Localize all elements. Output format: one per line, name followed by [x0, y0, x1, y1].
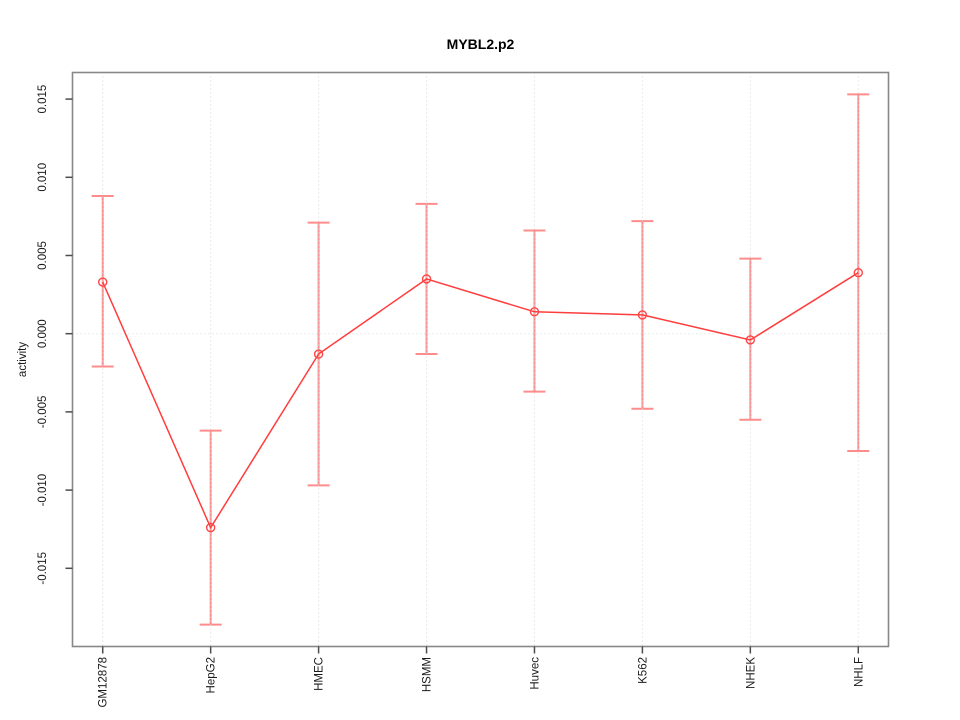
data-point-marker	[313, 349, 324, 359]
x-tick-label: HSMM	[422, 657, 434, 692]
data-point-marker	[421, 274, 432, 284]
x-tick-label: HepG2	[206, 657, 218, 693]
y-tick-label: 0.000	[37, 319, 49, 348]
data-point-marker	[529, 307, 540, 317]
x-tick-label: K562	[637, 657, 649, 684]
y-tick-label: 0.015	[37, 85, 49, 114]
data-point-marker	[853, 267, 863, 278]
plot-border	[71, 71, 890, 648]
x-tick-label: NHEK	[745, 657, 757, 689]
y-tick-label: -0.010	[37, 474, 49, 507]
data-point-marker	[637, 310, 648, 320]
y-tick-label: 0.010	[37, 163, 49, 192]
x-tick-label: HMEC	[314, 657, 326, 691]
y-tick-label: -0.015	[37, 552, 49, 585]
x-tick-label: GM12878	[98, 657, 110, 708]
x-tick-label: NHLF	[853, 657, 865, 687]
data-point-marker	[745, 335, 756, 345]
y-tick-label: -0.005	[37, 396, 49, 429]
y-axis-title: activity	[17, 342, 29, 377]
chart-title: MYBL2.p2	[447, 36, 515, 52]
y-tick-label: 0.005	[37, 241, 49, 270]
data-point-marker	[98, 277, 108, 287]
data-point-marker	[205, 522, 216, 533]
x-tick-label: Huvec	[529, 657, 541, 690]
series-line	[102, 272, 859, 530]
